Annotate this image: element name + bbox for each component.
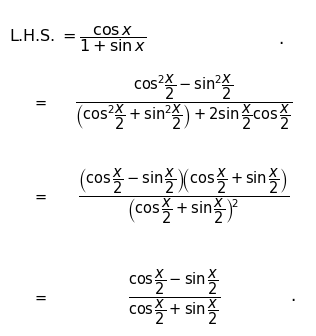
Text: $=$: $=$ [32,95,47,110]
Text: $\dfrac{\cos^2\!\dfrac{x}{2} - \sin^2\!\dfrac{x}{2}}{\left(\cos^2\!\dfrac{x}{2}+: $\dfrac{\cos^2\!\dfrac{x}{2} - \sin^2\!\… [75,73,292,132]
Text: .: . [291,287,296,305]
Text: .: . [278,30,283,48]
Text: $=$: $=$ [32,189,47,204]
Text: $\dfrac{\cos\dfrac{x}{2}-\sin\dfrac{x}{2}}{\cos\dfrac{x}{2}+\sin\dfrac{x}{2}}$: $\dfrac{\cos\dfrac{x}{2}-\sin\dfrac{x}{2… [128,267,220,327]
Text: $=$: $=$ [32,290,47,305]
Text: $\dfrac{\left(\cos\dfrac{x}{2}-\sin\dfrac{x}{2}\right)\!\left(\cos\dfrac{x}{2}+\: $\dfrac{\left(\cos\dfrac{x}{2}-\sin\dfra… [77,167,289,226]
Text: L.H.S. $= \dfrac{\cos x}{1+\sin x}$: L.H.S. $= \dfrac{\cos x}{1+\sin x}$ [9,24,147,53]
